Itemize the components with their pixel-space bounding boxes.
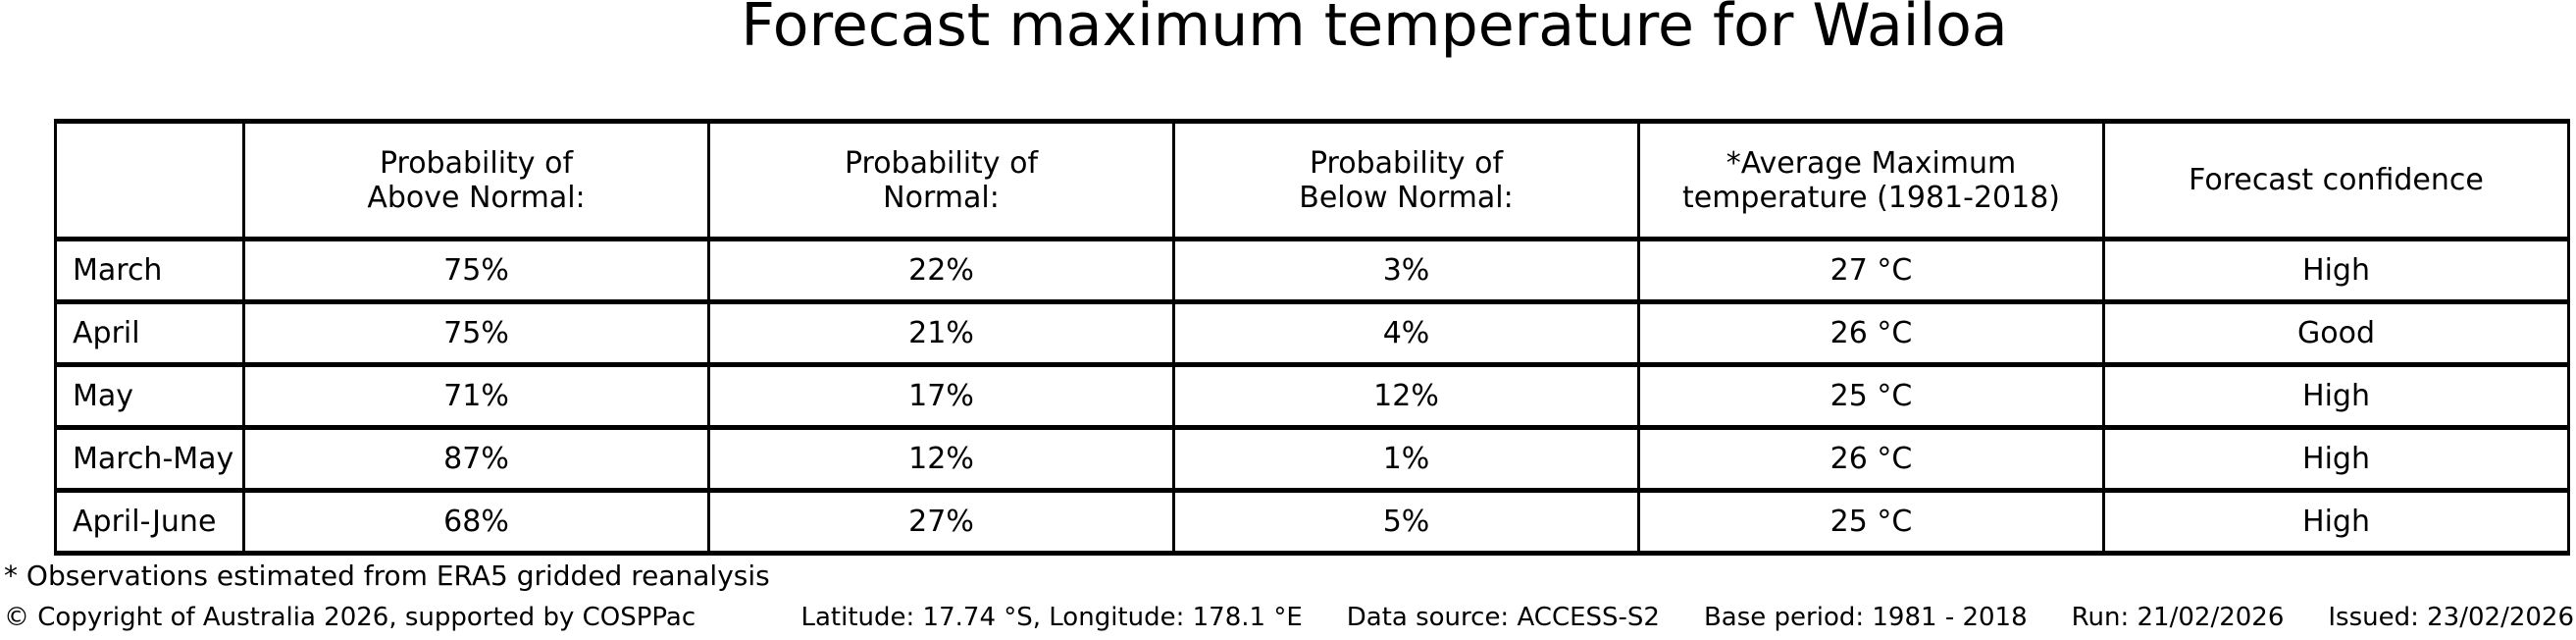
issued-date-text: Issued: 23/02/2026: [2328, 603, 2574, 632]
cell-average-max-temp: 27 °C: [1637, 237, 2105, 304]
run-date-text: Run: 21/02/2026: [2071, 603, 2285, 632]
col-header-below-normal: Probability of Below Normal:: [1172, 119, 1640, 241]
cell-forecast-confidence: High: [2102, 237, 2570, 304]
cell-average-max-temp: 26 °C: [1637, 425, 2105, 493]
cell-normal: 21%: [707, 299, 1175, 367]
cell-above-normal: 75%: [242, 237, 710, 304]
table-row-april-june: April-June 68% 27% 5% 25 °C High: [54, 488, 2570, 556]
footer-strip: © Copyright of Australia 2026, supported…: [4, 603, 2574, 632]
col-header-normal: Probability of Normal:: [707, 119, 1175, 241]
cell-forecast-confidence: High: [2102, 362, 2570, 430]
cell-average-max-temp: 25 °C: [1637, 362, 2105, 430]
cell-below-normal: 4%: [1172, 299, 1640, 367]
corner-cell: [54, 119, 245, 241]
data-source-text: Data source: ACCESS-S2: [1346, 603, 1660, 632]
cell-normal: 22%: [707, 237, 1175, 304]
cell-forecast-confidence: Good: [2102, 299, 2570, 367]
cell-below-normal: 5%: [1172, 488, 1640, 556]
table-row-march: March 75% 22% 3% 27 °C High: [54, 237, 2570, 304]
col-header-forecast-confidence: Forecast confidence: [2102, 119, 2570, 241]
table-row-april: April 75% 21% 4% 26 °C Good: [54, 299, 2570, 367]
col-header-above-normal: Probability of Above Normal:: [242, 119, 710, 241]
cell-normal: 27%: [707, 488, 1175, 556]
cell-above-normal: 75%: [242, 299, 710, 367]
copyright-text: © Copyright of Australia 2026, supported…: [4, 603, 696, 632]
base-period-text: Base period: 1981 - 2018: [1703, 603, 2028, 632]
cell-above-normal: 87%: [242, 425, 710, 493]
cell-average-max-temp: 25 °C: [1637, 488, 2105, 556]
cell-normal: 12%: [707, 425, 1175, 493]
page-title: Forecast maximum temperature for Wailoa: [741, 0, 2008, 60]
cell-forecast-confidence: High: [2102, 488, 2570, 556]
cell-average-max-temp: 26 °C: [1637, 299, 2105, 367]
col-header-average-max-temp: *Average Maximum temperature (1981-2018): [1637, 119, 2105, 241]
row-label: March: [54, 237, 245, 304]
observations-footnote: * Observations estimated from ERA5 gridd…: [4, 560, 770, 592]
row-label: March-May: [54, 425, 245, 493]
lat-long-text: Latitude: 17.74 °S, Longitude: 178.1 °E: [800, 603, 1303, 632]
row-label: May: [54, 362, 245, 430]
row-label: April-June: [54, 488, 245, 556]
cell-below-normal: 1%: [1172, 425, 1640, 493]
cell-above-normal: 71%: [242, 362, 710, 430]
row-label: April: [54, 299, 245, 367]
table-row-march-may: March-May 87% 12% 1% 26 °C High: [54, 425, 2570, 493]
cell-forecast-confidence: High: [2102, 425, 2570, 493]
header-row: Probability of Above Normal: Probability…: [54, 119, 2570, 241]
cell-below-normal: 3%: [1172, 237, 1640, 304]
table-row-may: May 71% 17% 12% 25 °C High: [54, 362, 2570, 430]
forecast-table: Probability of Above Normal: Probability…: [54, 119, 2570, 556]
cell-normal: 17%: [707, 362, 1175, 430]
cell-below-normal: 12%: [1172, 362, 1640, 430]
cell-above-normal: 68%: [242, 488, 710, 556]
